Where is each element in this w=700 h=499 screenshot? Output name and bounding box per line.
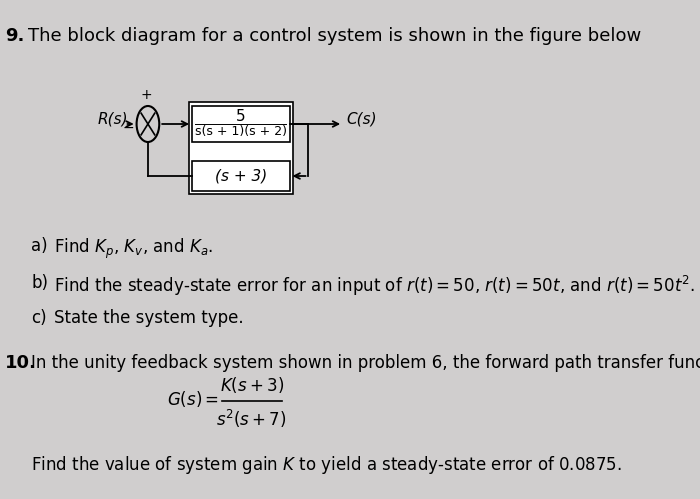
Text: 9.: 9. <box>5 27 24 45</box>
Text: −: − <box>122 121 134 135</box>
Text: 10.: 10. <box>5 354 37 372</box>
Text: C(s): C(s) <box>346 111 377 127</box>
Text: R(s): R(s) <box>97 111 128 127</box>
Text: Find the steady-state error for an input of $r(t) = 50$, $r(t) = 50t$, and $r(t): Find the steady-state error for an input… <box>53 274 695 298</box>
Text: $s^2(s + 7)$: $s^2(s + 7)$ <box>216 408 287 430</box>
FancyBboxPatch shape <box>192 106 290 142</box>
Text: 5: 5 <box>236 109 246 124</box>
Text: In the unity feedback system shown in problem 6, the forward path transfer funct: In the unity feedback system shown in pr… <box>32 354 700 372</box>
Text: b): b) <box>32 274 48 292</box>
Text: c): c) <box>32 309 47 327</box>
Text: Find $K_p$, $K_v$, and $K_a$.: Find $K_p$, $K_v$, and $K_a$. <box>53 237 213 261</box>
Text: +: + <box>141 88 153 102</box>
Text: $K(s + 3)$: $K(s + 3)$ <box>220 375 284 395</box>
Text: Find the value of system gain $K$ to yield a steady-state error of 0.0875.: Find the value of system gain $K$ to yie… <box>32 454 622 476</box>
Text: $G(s) =$: $G(s) =$ <box>167 389 218 409</box>
Text: a): a) <box>32 237 48 255</box>
Text: The block diagram for a control system is shown in the figure below: The block diagram for a control system i… <box>28 27 642 45</box>
FancyBboxPatch shape <box>192 161 290 191</box>
Text: s(s + 1)(s + 2): s(s + 1)(s + 2) <box>195 125 287 138</box>
Text: State the system type.: State the system type. <box>53 309 243 327</box>
Text: (s + 3): (s + 3) <box>215 169 267 184</box>
FancyBboxPatch shape <box>189 102 293 194</box>
